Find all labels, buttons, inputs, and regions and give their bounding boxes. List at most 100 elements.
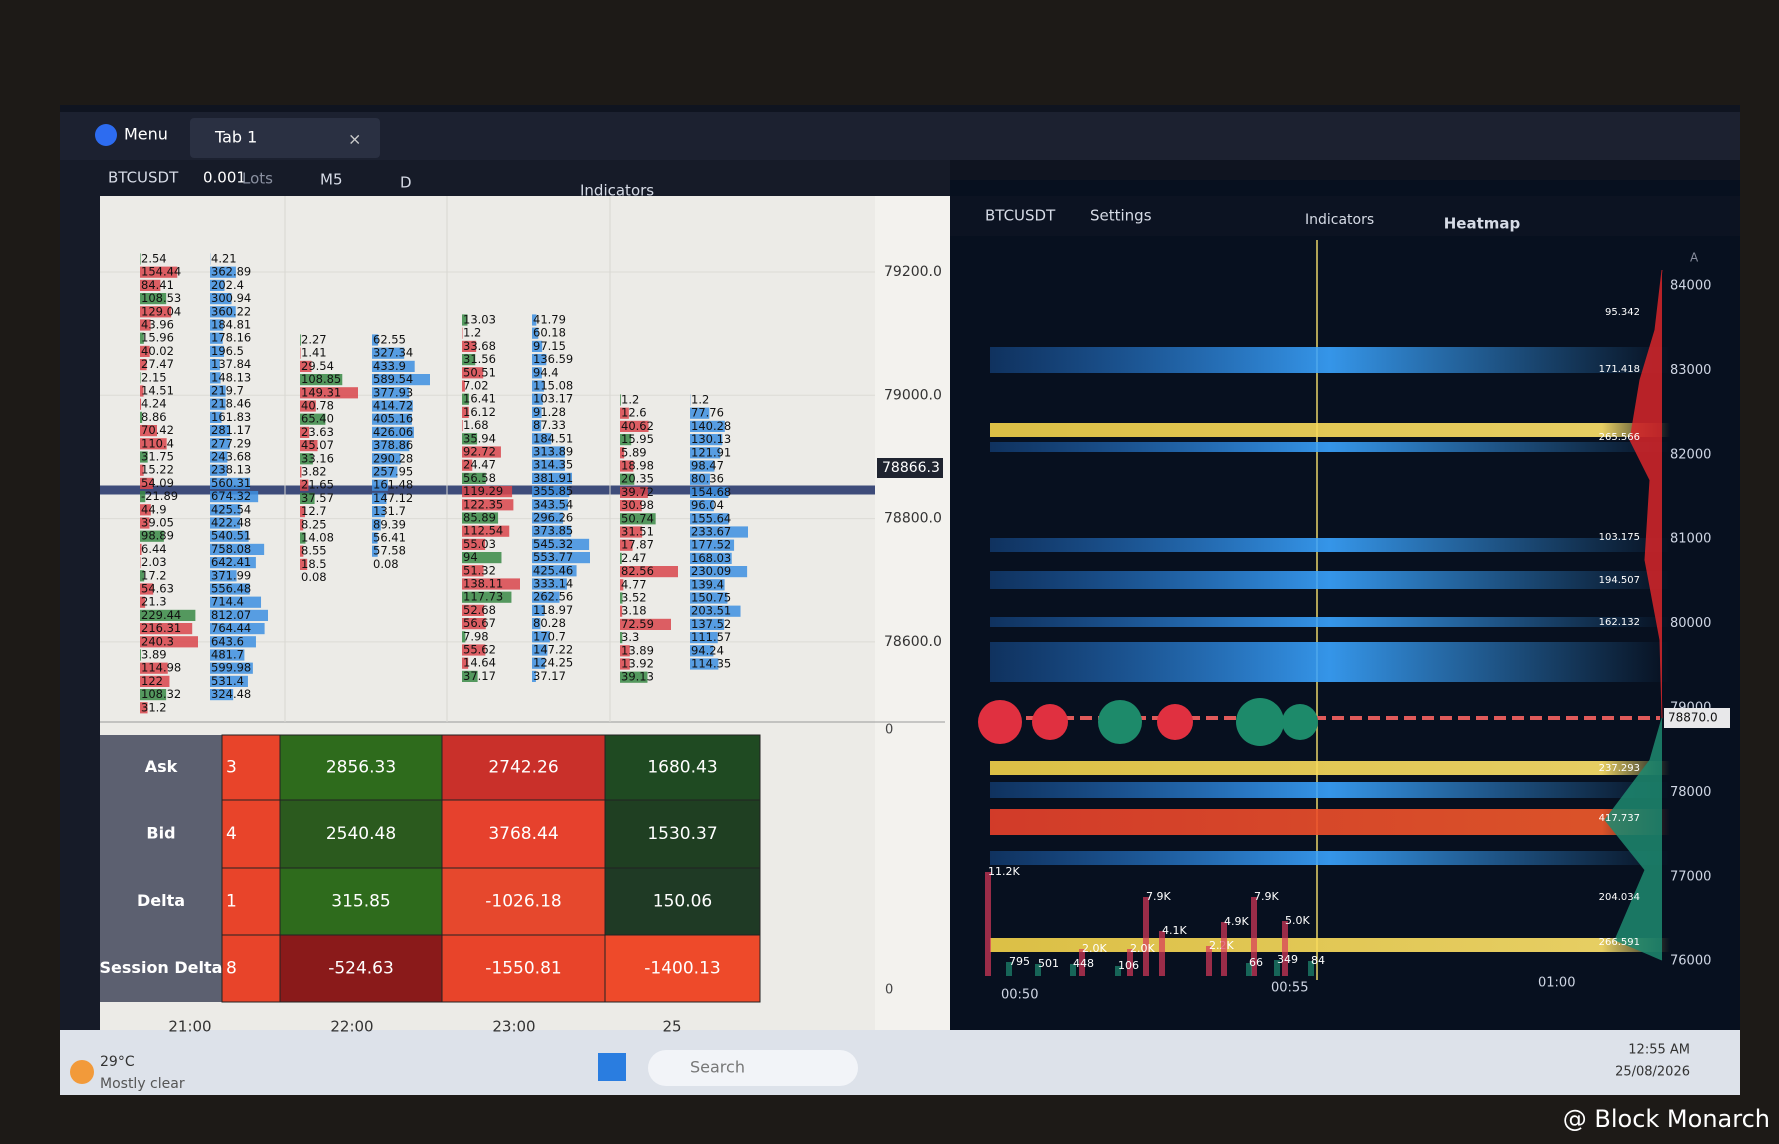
price-label: 79200.0 xyxy=(884,264,942,280)
ask-value: 57.58 xyxy=(373,544,406,558)
bid-bar xyxy=(140,504,151,516)
period[interactable]: D xyxy=(400,174,412,192)
menu-logo[interactable] xyxy=(95,124,117,146)
price-label: 78000 xyxy=(1670,785,1711,800)
stat-cell xyxy=(604,934,761,1003)
ask-value: 355.85 xyxy=(533,484,573,498)
ask-bar xyxy=(210,411,222,423)
symbol: BTCUSDT xyxy=(985,207,1056,225)
stat-cell xyxy=(441,734,606,801)
timeframe[interactable]: M5 xyxy=(320,171,343,189)
ask-value: 360.22 xyxy=(211,304,251,318)
ask-value: 103.17 xyxy=(533,392,573,406)
stat-value: 2540.48 xyxy=(326,824,396,844)
ask-value: 674.32 xyxy=(211,489,251,503)
ask-bar xyxy=(372,387,410,399)
weather-icon[interactable] xyxy=(70,1060,94,1084)
ask-value: 1.2 xyxy=(691,393,709,407)
ask-bar xyxy=(532,472,572,484)
bid-value: 129.04 xyxy=(141,304,181,318)
ask-value: 96.04 xyxy=(691,498,724,512)
ask-value: 118.97 xyxy=(533,603,573,617)
settings-button[interactable]: Settings xyxy=(1090,207,1152,225)
ask-value: 426.06 xyxy=(373,425,413,439)
volume-bar xyxy=(1246,963,1252,976)
bid-bar xyxy=(140,306,172,318)
ask-value: 114.35 xyxy=(691,657,731,671)
price-label: 76000 xyxy=(1670,954,1711,969)
ask-value: 378.86 xyxy=(373,438,413,452)
volume-bar xyxy=(1070,964,1076,976)
ask-value: 60.18 xyxy=(533,326,566,340)
volume-bar xyxy=(1035,964,1041,976)
ask-bar xyxy=(532,433,552,445)
volume-label: 7.9K xyxy=(1254,890,1279,903)
bid-value: 13.03 xyxy=(463,313,496,327)
trade-bubble xyxy=(1236,698,1284,746)
ask-bar xyxy=(372,374,430,386)
bid-bar xyxy=(140,411,143,423)
ask-bar xyxy=(690,500,714,512)
bid-bar xyxy=(620,473,635,485)
ask-bar xyxy=(372,545,378,557)
profile-label: 194.507 xyxy=(1599,575,1640,586)
stat-value: 150.06 xyxy=(653,892,712,912)
current-price-box xyxy=(877,458,943,478)
profile-sell xyxy=(1629,269,1663,719)
heatmap-panel xyxy=(950,180,1740,1030)
tool-column xyxy=(60,196,100,1030)
liquidity-band xyxy=(990,642,1670,682)
stat-value: -524.63 xyxy=(328,959,394,979)
close-tab[interactable]: × xyxy=(348,130,361,149)
stat-value: 3 xyxy=(226,758,237,778)
bid-value: 18.5 xyxy=(301,557,327,571)
symbol: BTCUSDT xyxy=(108,169,179,187)
ask-bar xyxy=(690,605,741,617)
ask-value: 62.55 xyxy=(373,333,406,347)
ask-value: 243.68 xyxy=(211,450,251,464)
search-box[interactable] xyxy=(648,1050,858,1086)
ask-value: 77.76 xyxy=(691,406,724,420)
bid-value: 43.96 xyxy=(141,318,174,332)
bid-bar xyxy=(462,354,476,366)
ask-value: 147.22 xyxy=(533,643,573,657)
indicators-button[interactable]: Indicators xyxy=(1305,212,1374,228)
ask-bar xyxy=(210,636,256,648)
ask-bar xyxy=(532,499,568,511)
ask-bar xyxy=(210,557,256,569)
profile-label: 95.342 xyxy=(1605,307,1640,318)
start-button[interactable] xyxy=(598,1053,626,1081)
menu-label[interactable]: Menu xyxy=(124,125,168,144)
profile-label: 103.175 xyxy=(1599,532,1640,543)
bid-bar xyxy=(620,605,623,617)
profile-label: 266.591 xyxy=(1599,937,1640,948)
bid-bar xyxy=(300,519,304,531)
panel-title[interactable]: Heatmap xyxy=(1444,215,1521,233)
bid-value: 40.78 xyxy=(301,399,334,413)
bid-value: 98.89 xyxy=(141,529,174,543)
zero-label: 0 xyxy=(885,983,893,998)
search-label[interactable]: Search xyxy=(690,1058,745,1077)
bid-bar xyxy=(300,374,343,386)
current-price: 78870.0 xyxy=(1668,711,1718,725)
ask-value: 362.89 xyxy=(211,265,251,279)
bid-bar xyxy=(462,538,486,550)
volume-bar xyxy=(1251,897,1257,976)
ask-bar xyxy=(210,543,265,555)
bid-bar xyxy=(140,372,141,384)
tab[interactable] xyxy=(190,118,380,158)
ask-value: 219.7 xyxy=(211,384,244,398)
liquidity-band xyxy=(990,851,1670,865)
bid-value: 40.02 xyxy=(141,344,174,358)
ask-bar xyxy=(210,464,228,476)
ask-bar xyxy=(372,334,379,346)
bid-value: 50.74 xyxy=(621,511,654,525)
bid-value: 15.96 xyxy=(141,331,174,345)
row-header xyxy=(100,935,222,1002)
ask-value: 203.51 xyxy=(691,604,731,618)
indicators-button[interactable]: Indicators xyxy=(580,182,654,200)
liquidity-band xyxy=(990,782,1670,798)
tab-label[interactable]: Tab 1 xyxy=(214,128,257,147)
bid-value: 3.52 xyxy=(621,591,647,605)
